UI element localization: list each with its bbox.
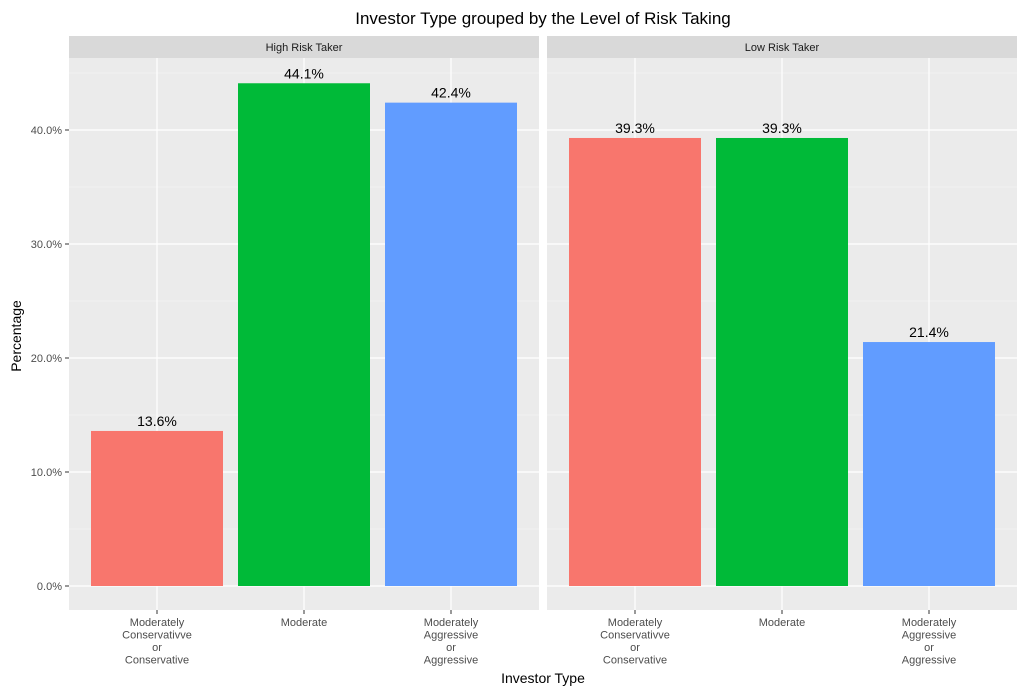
bar-value-label: 39.3% — [762, 120, 802, 136]
bar-value-label: 21.4% — [909, 324, 949, 340]
bar — [238, 83, 370, 586]
x-tick-label: Moderately Conservativve or Conservative — [122, 617, 192, 667]
bar — [863, 342, 995, 586]
bar — [569, 137, 701, 587]
bar-value-label: 13.6% — [137, 413, 177, 429]
x-tick-label: Moderately Conservativve or Conservative — [600, 617, 670, 667]
facet-strip-label: High Risk Taker — [266, 42, 343, 54]
y-tick-label: 10.0% — [31, 467, 62, 479]
bar-value-label: 39.3% — [615, 120, 655, 136]
y-tick-label: 20.0% — [31, 353, 62, 365]
x-axis-title: Investor Type — [501, 670, 585, 686]
facet-strip — [547, 36, 1017, 58]
bar — [91, 430, 223, 586]
plot-area: 0.0% 10.0% 20.0% 30.0% 40.0% High Risk Taker 1… — [31, 36, 1017, 667]
y-tick-label: 30.0% — [31, 239, 62, 251]
bar-value-label: 42.4% — [431, 85, 471, 101]
facet-strip-label: Low Risk Taker — [745, 42, 820, 54]
facet-strip — [69, 36, 539, 58]
bar — [716, 137, 848, 587]
bar — [385, 102, 517, 586]
x-tick-label: Moderately Aggressive or Aggressive — [902, 617, 957, 667]
x-tick-label: Moderately Aggressive or Aggressive — [424, 617, 479, 667]
chart-title: Investor Type grouped by the Level of Ri… — [355, 9, 731, 28]
x-tick-label: Moderate — [281, 617, 327, 629]
y-axis-title: Percentage — [8, 300, 24, 372]
y-tick-label: 40.0% — [31, 125, 62, 137]
y-tick-label: 0.0% — [37, 581, 62, 593]
x-tick-label: Moderate — [759, 617, 805, 629]
bar-value-label: 44.1% — [284, 65, 324, 81]
